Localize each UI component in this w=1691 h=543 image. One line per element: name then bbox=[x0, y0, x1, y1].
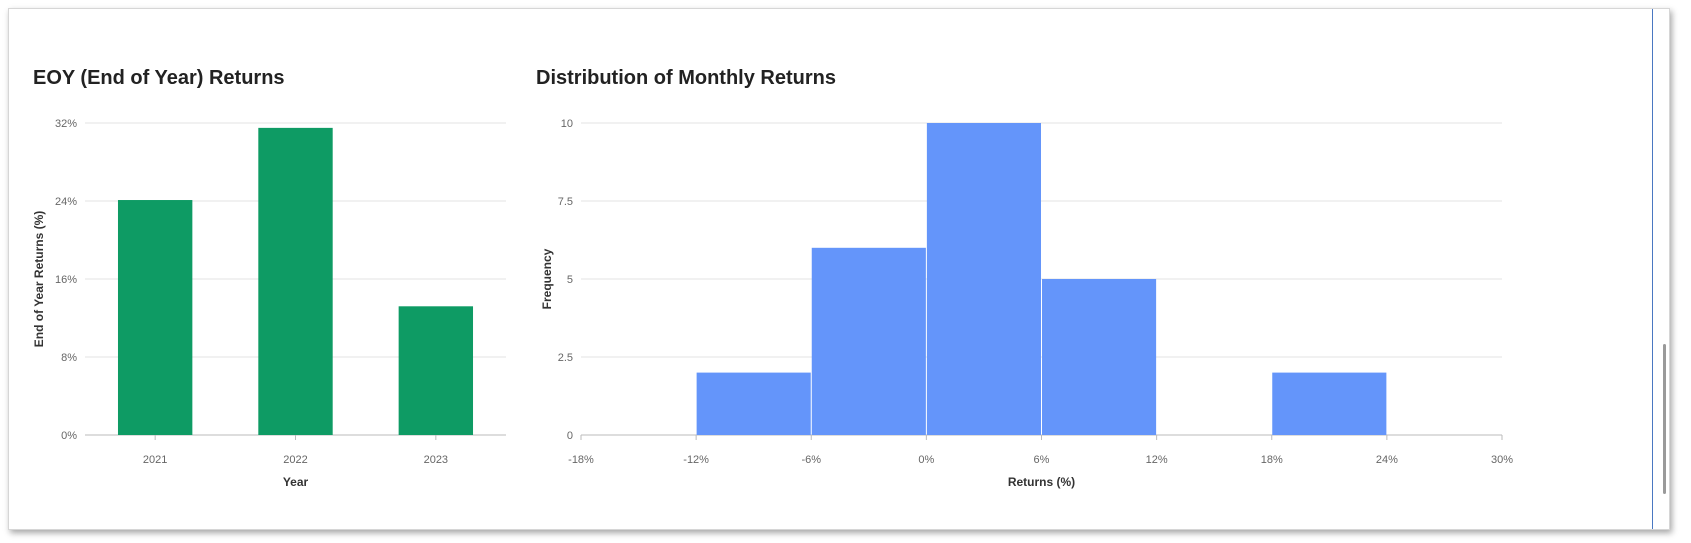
y-tick-label: 5 bbox=[567, 274, 573, 286]
x-tick-label: 2022 bbox=[283, 454, 307, 466]
bar-2021 bbox=[117, 200, 193, 435]
charts-container: EOY (End of Year) Returns 0% 8% 16% 24% 32% 2… bbox=[8, 8, 1670, 530]
y-tick-label: 10 bbox=[561, 118, 573, 130]
vertical-scrollbar[interactable] bbox=[1652, 9, 1669, 529]
y-axis-title: End of Year Returns (%) bbox=[32, 211, 46, 347]
bar-2023 bbox=[398, 306, 474, 435]
x-tick-label: 2021 bbox=[143, 454, 167, 466]
bar-2022 bbox=[258, 127, 333, 435]
x-tick-label: 30% bbox=[1491, 454, 1513, 466]
y-tick-label: 0 bbox=[567, 430, 573, 442]
x-axis-title: Year bbox=[283, 475, 309, 489]
x-tick-label: -6% bbox=[801, 454, 821, 466]
y-tick-label: 24% bbox=[55, 196, 77, 208]
monthly-distribution-panel: Distribution of Monthly Returns 0 2.5 5 7.5… bbox=[519, 9, 1529, 529]
y-axis-title: Frequency bbox=[540, 248, 554, 309]
x-tick-label: 24% bbox=[1376, 454, 1398, 466]
y-tick-label: 16% bbox=[55, 274, 77, 286]
distribution-chart-title: Distribution of Monthly Returns bbox=[536, 67, 836, 89]
x-tick-label: 0% bbox=[918, 454, 934, 466]
y-tick-label: 32% bbox=[55, 118, 77, 130]
x-tick-label: -12% bbox=[683, 454, 709, 466]
x-tick-label: -18% bbox=[568, 454, 594, 466]
x-tick-label: 2023 bbox=[424, 454, 448, 466]
x-tick-label: 6% bbox=[1034, 454, 1050, 466]
x-tick-label: 12% bbox=[1146, 454, 1168, 466]
y-tick-label: 0% bbox=[61, 430, 77, 442]
eoy-returns-chart: 0% 8% 16% 24% 32% 2021 2022 2023 Year End of Year… bbox=[32, 118, 506, 489]
histogram-bar bbox=[1272, 372, 1387, 435]
histogram-bar bbox=[926, 123, 1041, 435]
y-tick-label: 7.5 bbox=[558, 196, 573, 208]
scrollbar-thumb[interactable] bbox=[1663, 344, 1666, 494]
histogram-bar bbox=[1042, 279, 1157, 435]
x-tick-label: 18% bbox=[1261, 454, 1283, 466]
eoy-chart-title: EOY (End of Year) Returns bbox=[33, 67, 285, 89]
histogram-bar bbox=[696, 372, 811, 435]
x-axis-title: Returns (%) bbox=[1008, 475, 1075, 489]
eoy-returns-panel: EOY (End of Year) Returns 0% 8% 16% 24% 32% 2… bbox=[9, 9, 519, 529]
monthly-returns-histogram: 0 2.5 5 7.5 10 -18% -12% -6% 0% 6% 12% 18% 24% 30% Ret… bbox=[540, 118, 1513, 489]
y-tick-label: 8% bbox=[61, 352, 77, 364]
histogram-bar bbox=[811, 247, 926, 435]
y-tick-label: 2.5 bbox=[558, 352, 573, 364]
